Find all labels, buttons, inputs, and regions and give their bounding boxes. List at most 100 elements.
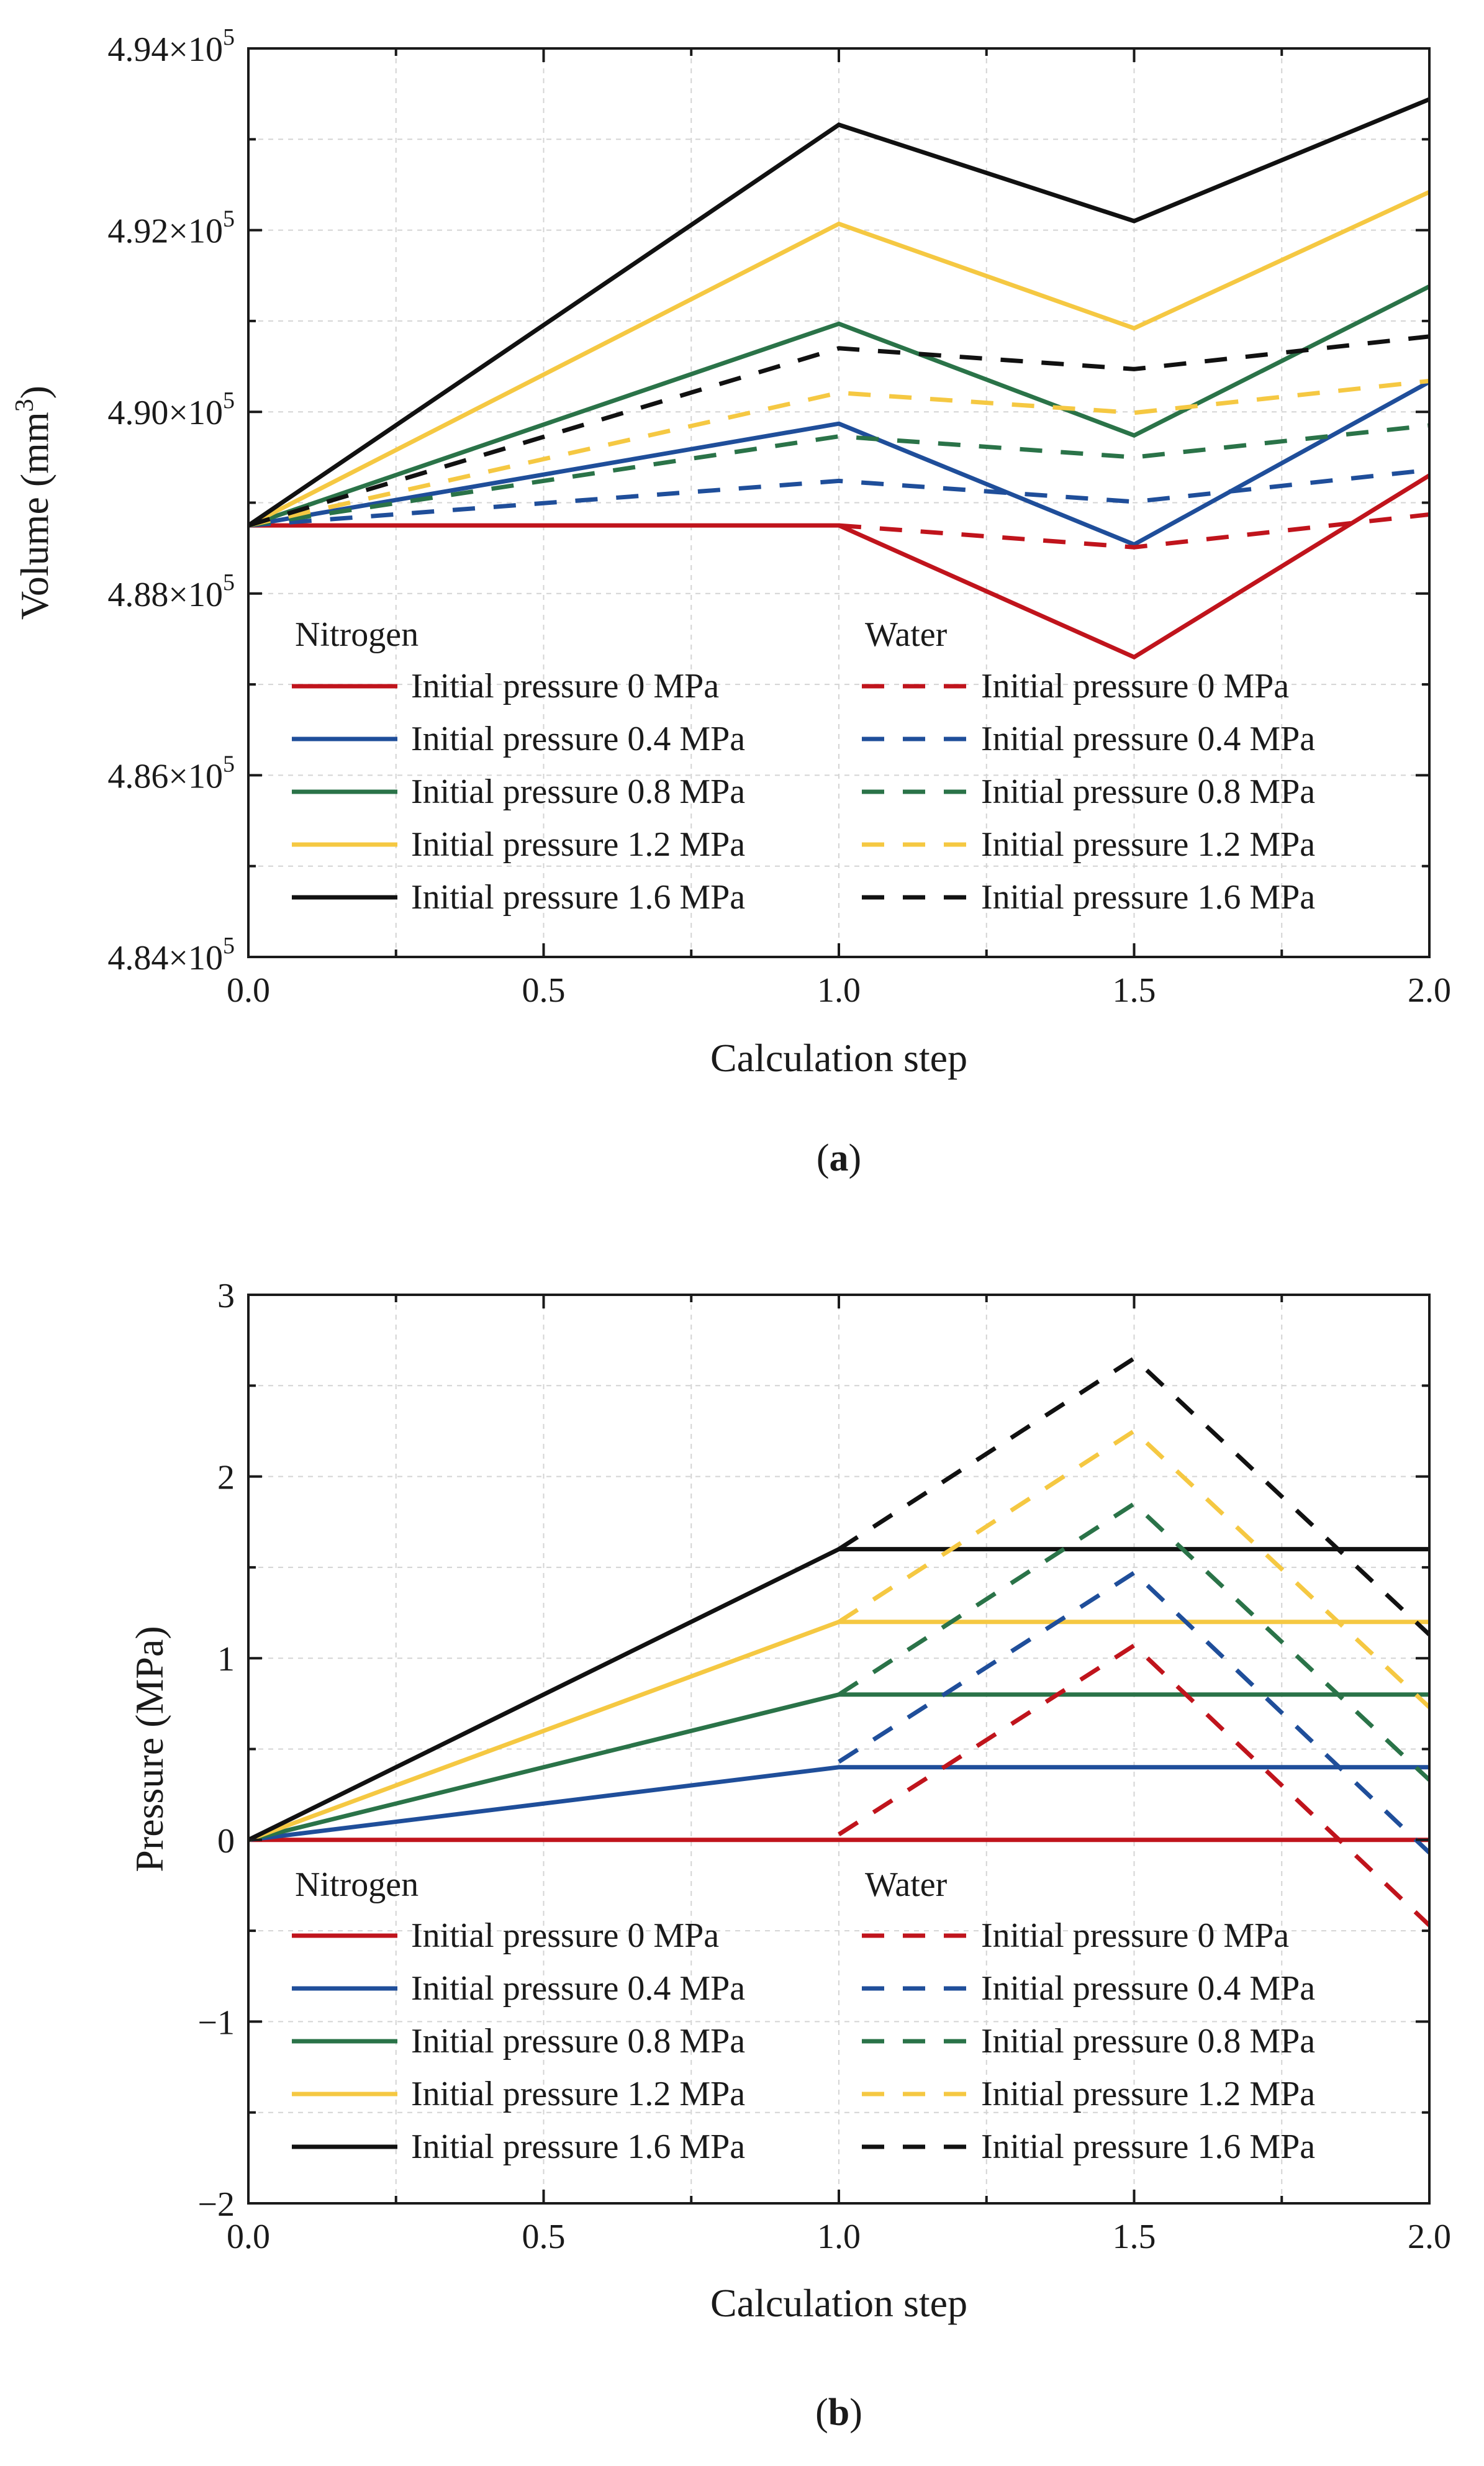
x-tick-label: 0.5 [522, 971, 566, 1010]
caption-letter: a [830, 1137, 849, 1179]
x-tick-label: 0.0 [227, 2218, 270, 2256]
legend-group-title: Nitrogen [295, 1865, 419, 1904]
series-line-water-p08 [248, 423, 1429, 528]
y-tick-exponent: 5 [223, 751, 235, 777]
legend-label: Initial pressure 1.6 MPa [411, 878, 745, 917]
x-tick-label: 1.5 [1113, 2218, 1156, 2256]
x-tick-label: 2.0 [1408, 971, 1451, 1010]
series-line-water-p16 [248, 334, 1429, 528]
series-line-water-p16 [838, 1355, 1429, 1636]
y-tick-mantissa: 4.94×10 [107, 30, 223, 69]
y-tick-exponent: 5 [223, 933, 235, 959]
legend-label: Initial pressure 1.2 MPa [411, 2075, 745, 2113]
legend-group-title: Water [865, 615, 948, 654]
series-group [248, 1355, 1429, 1927]
legend-label: Initial pressure 1.6 MPa [411, 2128, 745, 2166]
y-axis-label-close: ) [12, 386, 57, 399]
legend-label: Initial pressure 1.2 MPa [411, 825, 745, 864]
y-axis-label: Pressure (MPa) [127, 1626, 171, 1872]
series-line-nitrogen-p08 [248, 284, 1429, 528]
y-tick-label: −1 [197, 2003, 235, 2042]
x-ticks: 0.0 0.5 1.0 1.5 2.0 [227, 1295, 1451, 2256]
legend-label: Initial pressure 0.8 MPa [981, 2022, 1315, 2060]
y-tick-label: 0 [217, 1822, 235, 1861]
x-ticks: 0.0 0.5 1.0 1.5 2.0 [227, 48, 1451, 1010]
y-axis-label: Volume (mm3) [11, 386, 57, 620]
y-tick-exponent: 5 [223, 24, 235, 50]
legend-label: Initial pressure 0.4 MPa [411, 720, 745, 758]
series-line-nitrogen-p0 [248, 473, 1429, 660]
y-tick-mantissa: 4.86×10 [107, 757, 223, 796]
series-line-water-p08 [838, 1501, 1429, 1782]
caption-close: ) [849, 2391, 862, 2434]
legend: Nitrogen Water Initial pressure 0 MPa Initi… [292, 615, 1315, 917]
series-line-nitrogen-p12 [248, 190, 1429, 528]
legend-label: Initial pressure 1.6 MPa [981, 878, 1315, 917]
legend-label: Initial pressure 0 MPa [981, 667, 1289, 705]
series-line-nitrogen-p04 [248, 379, 1429, 547]
legend-group-title: Water [865, 1865, 948, 1904]
legend-label: Initial pressure 0 MPa [411, 667, 719, 705]
x-tick-label: 0.5 [522, 2218, 566, 2256]
y-tick-exponent: 5 [223, 388, 235, 414]
caption-letter: b [828, 2391, 849, 2434]
y-tick-label: 2 [217, 1459, 235, 1497]
caption-close: ) [849, 1137, 862, 1179]
caption-open: ( [817, 1137, 830, 1179]
legend-label: Initial pressure 1.2 MPa [981, 825, 1315, 864]
legend-label: Initial pressure 0.8 MPa [411, 773, 745, 811]
y-tick-label: 4.84×105 [107, 933, 235, 977]
figure-caption: (a) [817, 1137, 861, 1179]
legend-label: Initial pressure 0.4 MPa [981, 720, 1315, 758]
y-axis-label-main: Volume (mm [12, 412, 57, 620]
figure-caption: (b) [815, 2391, 862, 2434]
grid [248, 48, 1430, 958]
x-tick-label: 2.0 [1408, 2218, 1451, 2256]
y-tick-label: 4.94×105 [107, 24, 235, 69]
x-tick-label: 1.0 [817, 971, 861, 1010]
series-line-water-p0 [838, 512, 1429, 550]
y-axis-label-sup: 3 [11, 399, 39, 412]
y-tick-mantissa: 4.90×10 [107, 394, 223, 432]
legend-label: Initial pressure 0.4 MPa [981, 1969, 1315, 2008]
legend-label: Initial pressure 0 MPa [411, 1916, 719, 1955]
series-line-nitrogen-p16 [248, 97, 1429, 527]
y-tick-exponent: 5 [223, 206, 235, 232]
series-line-water-p0 [838, 1643, 1429, 1927]
legend: Nitrogen Water Initial pressure 0 MPa Initi… [292, 1865, 1315, 2166]
x-tick-label: 0.0 [227, 971, 270, 1010]
y-tick-exponent: 5 [223, 569, 235, 596]
x-tick-label: 1.5 [1113, 971, 1156, 1010]
y-ticks: −2 −1 0 1 2 3 [197, 1277, 1429, 2224]
series-line-nitrogen-p04 [248, 1765, 1429, 1843]
legend-label: Initial pressure 0.4 MPa [411, 1969, 745, 2008]
y-tick-mantissa: 4.84×10 [107, 939, 223, 977]
series-line-water-p04 [248, 468, 1429, 528]
y-tick-mantissa: 4.92×10 [107, 212, 223, 251]
chart-b: 0.0 0.5 1.0 1.5 2.0 −2 −1 0 1 2 3 Calculation step P… [127, 1277, 1451, 2434]
series-line-water-p12 [248, 379, 1429, 528]
series-line-water-p12 [838, 1428, 1429, 1709]
series-group [248, 97, 1429, 660]
legend-label: Initial pressure 1.2 MPa [981, 2075, 1315, 2113]
legend-group-title: Nitrogen [295, 615, 419, 654]
legend-label: Initial pressure 1.6 MPa [981, 2128, 1315, 2166]
chart-a: 0.0 0.5 1.0 1.5 2.04.84×1054.86×1054.88×1054… [11, 24, 1451, 1179]
y-tick-label: 4.92×105 [107, 206, 235, 251]
legend-label: Initial pressure 0 MPa [981, 1916, 1289, 1955]
y-tick-label: 3 [217, 1277, 235, 1315]
y-tick-label: −2 [197, 2185, 235, 2224]
y-tick-label: 4.86×105 [107, 751, 235, 796]
y-ticks: 4.84×1054.86×1054.88×1054.90×1054.92×105… [107, 24, 1429, 977]
y-tick-mantissa: 4.88×10 [107, 576, 223, 614]
legend-label: Initial pressure 0.8 MPa [981, 773, 1315, 811]
series-line-water-p04 [838, 1570, 1429, 1854]
y-tick-label: 1 [217, 1640, 235, 1679]
y-tick-label: 4.90×105 [107, 388, 235, 432]
x-axis-label: Calculation step [710, 2281, 967, 2325]
legend-label: Initial pressure 0.8 MPa [411, 2022, 745, 2060]
caption-open: ( [815, 2391, 828, 2434]
x-axis-label: Calculation step [710, 1036, 967, 1080]
y-tick-label: 4.88×105 [107, 569, 235, 614]
